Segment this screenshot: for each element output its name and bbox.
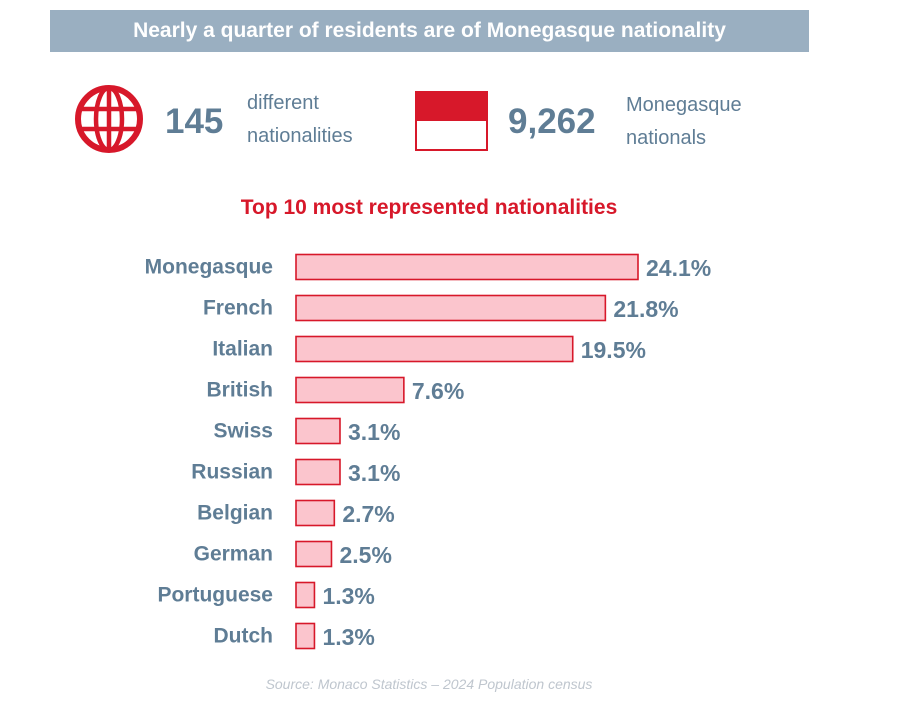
category-label-dutch: Dutch [214, 625, 274, 648]
bar-portuguese [295, 581, 316, 609]
bar-german [295, 540, 333, 568]
bar-monegasque [295, 253, 639, 281]
category-label-portuguese: Portuguese [157, 584, 273, 607]
value-label-british: 7.6% [412, 378, 464, 404]
category-label-italian: Italian [212, 338, 273, 361]
category-label-french: French [203, 297, 273, 320]
nationalities-count: 145 [165, 102, 224, 141]
monaco-flag-icon [415, 91, 488, 151]
value-label-swiss: 3.1% [348, 419, 400, 445]
bar-french [295, 294, 607, 322]
value-label-monegasque: 24.1% [646, 255, 711, 281]
header-banner: Nearly a quarter of residents are of Mon… [50, 10, 809, 52]
nationals-label: Monegasque nationals [626, 89, 742, 155]
category-label-swiss: Swiss [213, 420, 273, 443]
bar-belgian [295, 499, 336, 527]
value-label-belgian: 2.7% [342, 501, 394, 527]
category-label-british: British [206, 379, 273, 402]
nationalities-label-line1: different [247, 92, 319, 114]
nationalities-label-line2: nationalities [247, 125, 353, 147]
chart-title: Top 10 most represented nationalities [240, 196, 618, 219]
category-label-german: German [194, 543, 273, 566]
nationalities-label: different nationalities [247, 87, 353, 153]
nationals-count: 9,262 [508, 102, 596, 141]
value-label-russian: 3.1% [348, 460, 400, 486]
banner-title: Nearly a quarter of residents are of Mon… [133, 19, 726, 42]
category-label-belgian: Belgian [197, 502, 273, 525]
category-label-monegasque: Monegasque [145, 256, 273, 279]
bar-british [295, 376, 405, 404]
source-note: Source: Monaco Statistics – 2024 Populat… [265, 676, 593, 692]
nationals-label-line1: Monegasque [626, 94, 742, 116]
nationals-label-line2: nationals [626, 127, 707, 149]
globe-icon [75, 85, 143, 153]
bar-russian [295, 458, 341, 486]
flag-red-stripe [417, 93, 486, 121]
value-label-french: 21.8% [613, 296, 678, 322]
value-label-dutch: 1.3% [322, 624, 374, 650]
value-label-german: 2.5% [339, 542, 391, 568]
nationalities-bar-chart: Monegasque 24.1% French 21.8% Italian 19.5% Br… [145, 253, 711, 650]
value-label-portuguese: 1.3% [322, 583, 374, 609]
value-label-italian: 19.5% [581, 337, 646, 363]
bar-italian [295, 335, 574, 363]
bar-swiss [295, 417, 341, 445]
bar-dutch [295, 622, 316, 650]
category-label-russian: Russian [191, 461, 273, 484]
